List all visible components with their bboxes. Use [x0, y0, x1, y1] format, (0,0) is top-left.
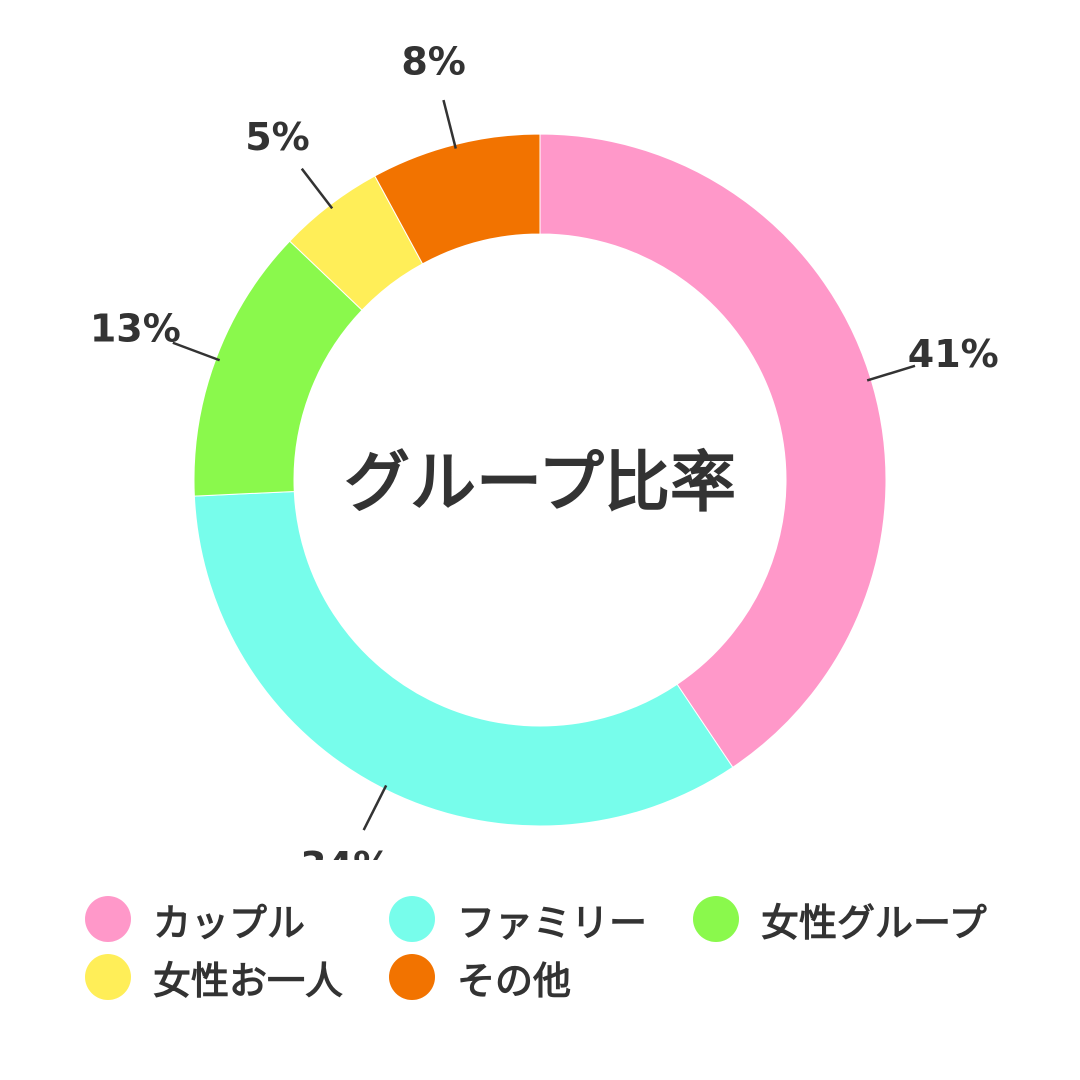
legend-label-women-group: 女性グループ: [761, 900, 987, 945]
legend-item-couple: カップル: [85, 892, 389, 947]
legend-item-women-group: 女性グループ: [693, 892, 987, 947]
leader-line-woman-solo: [300, 167, 334, 210]
legend-swatch-other: [389, 954, 435, 1000]
legend-label-couple: カップル: [153, 900, 306, 945]
leader-line-women-group: [172, 341, 221, 362]
slice-other: [374, 133, 541, 265]
leader-line-couple: [866, 364, 916, 382]
percent-label-other: 8%: [401, 39, 466, 83]
legend-swatch-woman-solo: [85, 954, 131, 1000]
legend-swatch-family: [389, 896, 435, 942]
legend-item-other: その他: [389, 950, 571, 1005]
legend-label-other: その他: [457, 958, 572, 1003]
legend-row-1: カップル ファミリー 女性グループ: [85, 890, 1035, 948]
legend-label-family: ファミリー: [457, 900, 648, 945]
legend-swatch-women-group: [693, 896, 739, 942]
legend-swatch-couple: [85, 896, 131, 942]
chart-title: グループ比率: [344, 444, 736, 521]
leader-line-family: [362, 784, 388, 831]
percent-labels: 41% 34% 13% 5% 8%: [90, 39, 999, 860]
legend-row-2: 女性お一人 その他: [85, 948, 1035, 1006]
leader-lines: [172, 99, 916, 831]
legend-label-woman-solo: 女性お一人: [153, 958, 344, 1003]
percent-label-couple: 41%: [908, 332, 999, 376]
legend-item-family: ファミリー: [389, 892, 693, 947]
donut-chart: 41% 34% 13% 5% 8% グループ比率: [90, 39, 999, 860]
slice-couple: [539, 133, 887, 769]
legend: カップル ファミリー 女性グループ 女性お一人 その他: [85, 890, 1035, 1006]
percent-label-family: 34%: [300, 844, 391, 860]
donut-slices: [193, 133, 887, 827]
percent-label-woman-solo: 5%: [245, 115, 310, 159]
legend-item-woman-solo: 女性お一人: [85, 950, 389, 1005]
slice-family: [193, 490, 734, 827]
leader-line-other: [442, 99, 457, 149]
percent-label-women-group: 13%: [90, 307, 181, 351]
